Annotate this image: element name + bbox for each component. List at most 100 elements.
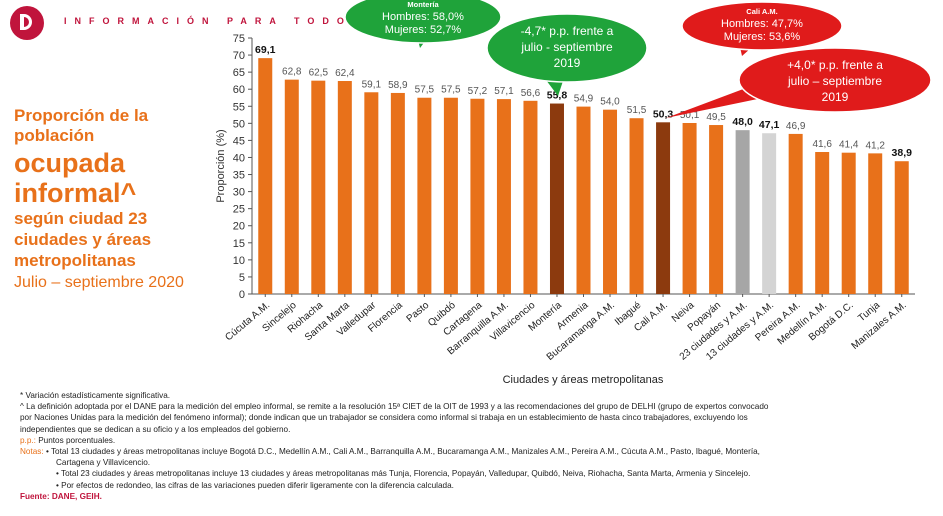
bar-value-label: 54,0 (600, 97, 620, 108)
y-tick-label: 25 (233, 204, 245, 216)
bar-value-label: 59,1 (362, 79, 382, 90)
bar (894, 161, 909, 294)
bar (337, 81, 352, 295)
y-tick-label: 75 (233, 33, 245, 45)
note-definition-1: ^ La definición adoptada por el DANE par… (20, 402, 769, 412)
bar (868, 153, 883, 294)
bar (364, 92, 379, 294)
bar-value-label: 54,9 (574, 94, 594, 105)
bar-value-label: 51,5 (627, 105, 647, 116)
cali-stats-women: Mujeres: 53,6% (724, 31, 801, 43)
cali-change-line-3: 2019 (822, 90, 849, 104)
note-source: Fuente: DANE, GEIH. (20, 491, 102, 501)
bar-value-label: 55,8 (547, 90, 568, 102)
bar-value-label: 48,0 (732, 116, 753, 128)
bar-value-label: 49,5 (706, 112, 726, 123)
bar-value-label: 58,9 (388, 80, 408, 91)
note-significance: * Variación estadísticamente significati… (20, 391, 171, 400)
bar-value-label: 47,1 (759, 119, 780, 131)
bar (788, 133, 803, 294)
note-definition-3: independientes que se dedican a su ofici… (20, 424, 291, 434)
bar (629, 118, 644, 294)
cali-change-bubble (738, 47, 932, 113)
y-tick-label: 55 (233, 101, 245, 113)
note-bullet-1: Notas: • Total 13 ciudades y áreas metro… (20, 446, 935, 457)
bar-value-label: 56,6 (521, 88, 541, 99)
pp-text: Puntos porcentuales. (35, 435, 116, 445)
y-tick-label: 40 (233, 152, 245, 164)
bar-value-label: 41,2 (865, 140, 885, 151)
cali-change-line-2: julio – septiembre (787, 74, 882, 88)
informality-bar-chart: 0 5 10 15 20 25 30 35 40 45 50 55 60 65 70 75 Proporción… (215, 0, 932, 386)
footnotes: * Variación estadísticamente significati… (20, 390, 935, 502)
bar-value-label: 41,6 (812, 139, 832, 150)
bar (417, 97, 432, 294)
monteria-stats-women: Mujeres: 52,7% (385, 24, 462, 36)
note-bullet-1-cont: Cartagena y Villavicencio. (56, 458, 151, 468)
note-bullet-3: • Por efectos de redondeo, las cifras de… (56, 480, 454, 490)
y-tick-label: 15 (233, 238, 245, 250)
bar-value-label: 62,4 (335, 68, 355, 79)
note-pp: p.p.: Puntos porcentuales. (20, 435, 935, 446)
bar (762, 133, 777, 294)
y-tick-label: 0 (239, 289, 245, 301)
bar (470, 98, 485, 295)
bar-value-label: 57,2 (468, 86, 488, 97)
cali-change-line-1: +4,0* p.p. frente a (787, 58, 883, 72)
bar-value-label: 41,4 (839, 140, 859, 151)
title-line-3: según ciudad 23 ciudades y áreas metropo… (14, 209, 152, 270)
monteria-change-line-3: 2019 (554, 56, 581, 70)
note-definition-2: por Naciones Unidas para la medición del… (20, 413, 748, 423)
monteria-stats-bubble (344, 0, 502, 44)
cali-stats-bubble (681, 1, 843, 51)
y-tick-label: 70 (233, 50, 245, 62)
bar-value-label: 57,1 (494, 86, 514, 97)
bar (603, 109, 618, 295)
bar-value-label: 69,1 (255, 44, 276, 56)
y-tick-label: 50 (233, 118, 245, 130)
monteria-stats-men: Hombres: 58,0% (382, 11, 464, 23)
bar (709, 125, 724, 294)
x-axis-title: Ciudades y áreas metropolitanas (503, 374, 664, 386)
bar (311, 80, 326, 295)
y-tick-label: 65 (233, 67, 245, 79)
bar (523, 100, 538, 295)
monteria-change-line-1: -4,7* p.p. frente a (521, 24, 614, 38)
y-axis-title: Proporción (%) (215, 129, 227, 202)
bar-value-label: 62,5 (309, 68, 329, 79)
bar (549, 103, 564, 294)
y-tick-label: 5 (239, 272, 245, 284)
bar-value-label: 57,5 (441, 85, 461, 96)
title-period: Julio – septiembre 2020 (14, 274, 184, 291)
y-tick-label: 30 (233, 187, 245, 199)
bar (258, 58, 273, 294)
dane-logo (10, 6, 44, 40)
pp-label: p.p.: (20, 435, 36, 445)
title-line-2: ocupada informal^ (14, 148, 137, 208)
notas-label: Notas: (20, 447, 44, 457)
cali-change-pointer (666, 88, 772, 118)
y-tick-label: 35 (233, 170, 245, 182)
y-tick-label: 10 (233, 255, 245, 267)
bar-value-label: 57,5 (415, 85, 435, 96)
slide-title: Proporción de la población ocupada infor… (14, 106, 214, 293)
header-tagline: INFORMACIÓN PARA TODOS (64, 16, 366, 26)
y-tick-label: 45 (233, 135, 245, 147)
bar (576, 106, 591, 294)
cali-stats-men: Hombres: 47,7% (721, 18, 803, 30)
monteria-change-bubble (486, 13, 648, 83)
bar (656, 122, 671, 295)
title-line-1: Proporción de la población (14, 106, 149, 145)
bar (682, 122, 697, 294)
bar (443, 97, 458, 294)
y-tick-label: 20 (233, 221, 245, 233)
bar (284, 79, 299, 294)
bar-value-label: 38,9 (892, 147, 913, 159)
y-tick-label: 60 (233, 84, 245, 96)
logo-d-icon (20, 14, 32, 30)
bar (841, 152, 856, 294)
bar-value-label: 46,9 (786, 121, 806, 132)
monteria-change-line-2: julio - septiembre (520, 40, 613, 54)
cali-stats-title: Cali A.M. (746, 7, 777, 16)
bar (735, 130, 750, 294)
